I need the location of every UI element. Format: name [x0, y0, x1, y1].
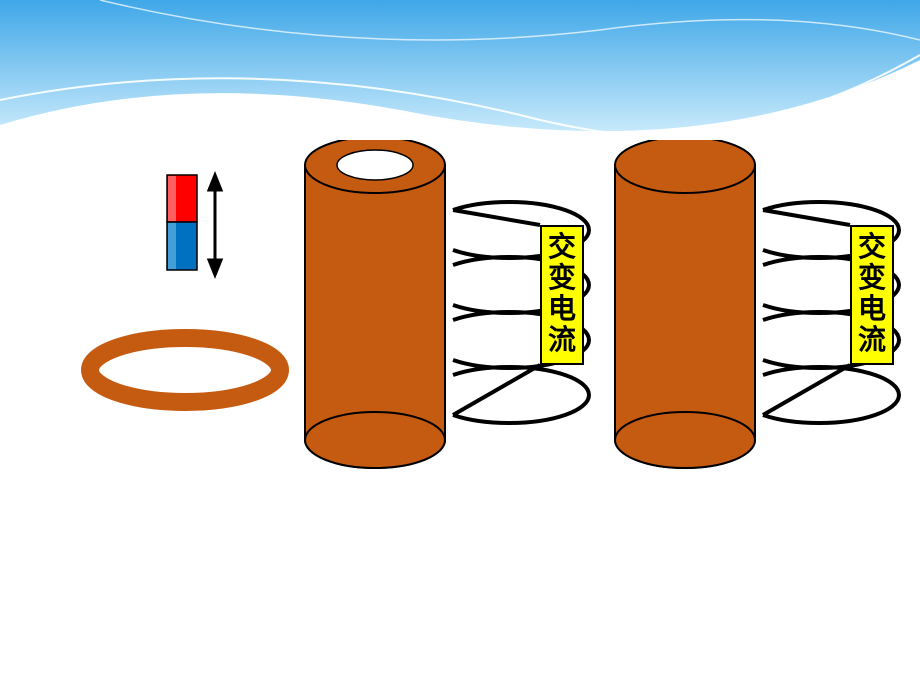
- ac-label-2-c4: 流: [858, 326, 886, 357]
- magnet-ring-diagram: [60, 150, 320, 430]
- ac-label-1-c4: 流: [548, 326, 576, 357]
- cyl1-bottom: [305, 412, 445, 468]
- ring-outer: [90, 338, 280, 402]
- cyl2-bottom: [615, 412, 755, 468]
- cyl1-hole: [337, 150, 413, 180]
- ac-label-1: 交 变 电 流: [540, 225, 584, 365]
- cyl2-top: [615, 140, 755, 193]
- ac-label-2-c3: 电: [858, 295, 886, 326]
- ac-label-1-c2: 变: [548, 264, 576, 295]
- ac-label-2: 交 变 电 流: [850, 225, 894, 365]
- motion-arrow: [209, 175, 221, 275]
- ac-label-2-c2: 变: [858, 264, 886, 295]
- ac-label-1-c3: 电: [548, 295, 576, 326]
- ac-label-1-c1: 交: [548, 233, 576, 264]
- ac-label-2-c1: 交: [858, 233, 886, 264]
- bar-magnet: [167, 175, 197, 270]
